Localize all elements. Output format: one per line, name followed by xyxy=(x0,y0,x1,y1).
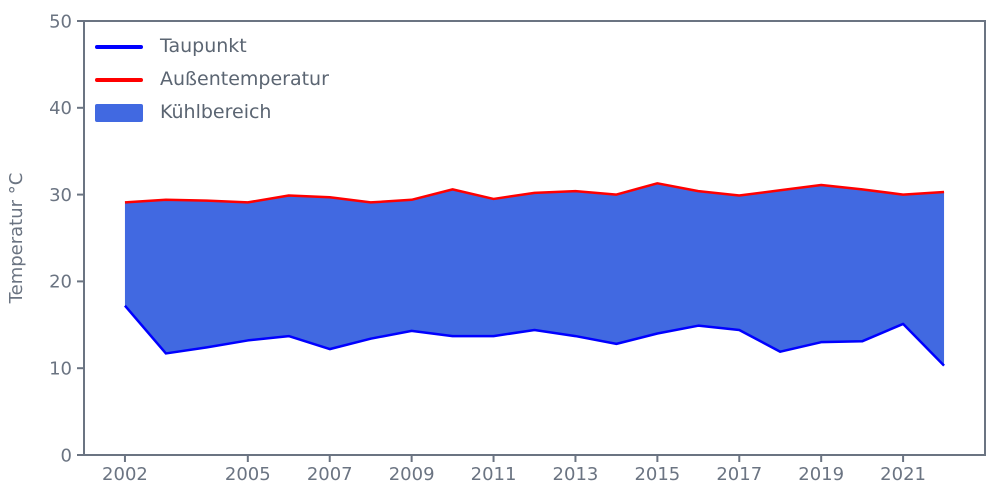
x-tick-label: 2013 xyxy=(553,464,599,485)
x-tick-label: 2017 xyxy=(716,464,762,485)
aussentemperatur-line xyxy=(124,182,945,204)
x-tick-label: 2009 xyxy=(389,464,435,485)
y-tick-label: 0 xyxy=(61,445,72,466)
y-tick-label: 10 xyxy=(49,359,72,380)
taupunkt-line-swatch-icon xyxy=(95,44,143,49)
legend-item-aussentemperatur: Außentemperatur xyxy=(95,63,329,96)
legend-label-aussentemperatur: Außentemperatur xyxy=(160,68,329,90)
y-tick-label: 20 xyxy=(49,272,72,293)
legend-item-kuehlbereich: Kühlbereich xyxy=(95,96,329,129)
taupunkt-line xyxy=(124,304,945,367)
axes-spines xyxy=(83,20,986,456)
x-tick-label: 2019 xyxy=(798,464,844,485)
kuehlbereich-area xyxy=(124,183,945,366)
x-tick-label: 2007 xyxy=(307,464,353,485)
x-tick-label: 2015 xyxy=(634,464,680,485)
legend-label-taupunkt: Taupunkt xyxy=(160,35,247,57)
x-tick-label: 2021 xyxy=(880,464,926,485)
legend-item-taupunkt: Taupunkt xyxy=(95,30,329,63)
x-tick-label: 2005 xyxy=(225,464,271,485)
x-tick-label: 2002 xyxy=(102,464,148,485)
legend-label-kuehlbereich: Kühlbereich xyxy=(160,101,272,123)
legend: Taupunkt Außentemperatur Kühlbereich xyxy=(95,30,329,129)
y-axis-label: Temperatur °C xyxy=(6,173,27,305)
kuehlbereich-patch-swatch-icon xyxy=(95,103,143,122)
y-tick-label: 40 xyxy=(49,98,72,119)
y-tick-label: 50 xyxy=(49,11,72,32)
y-tick-label: 30 xyxy=(49,185,72,206)
chart-layers: 2002 2005 2007 2009 2011 2013 2015 2017 2019 2021… xyxy=(49,11,986,485)
x-tick-label: 2011 xyxy=(471,464,517,485)
aussentemperatur-line-swatch-icon xyxy=(95,77,143,82)
